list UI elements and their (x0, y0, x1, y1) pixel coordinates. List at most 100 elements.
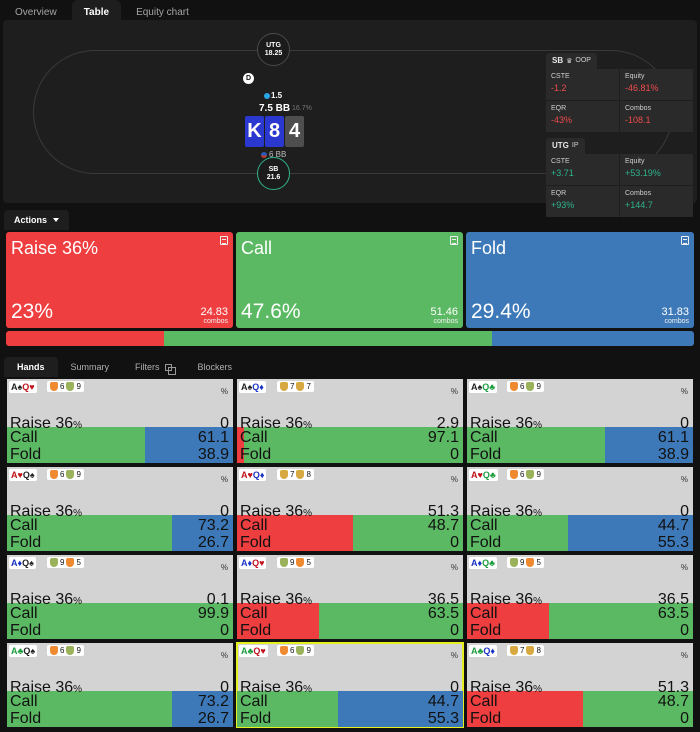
action-values: 48.7 0 (657, 693, 689, 727)
hand-cell[interactable]: A♣Q♥ 6 9% Raise 36% 0 Call Fold 44.7 55.3 (236, 642, 464, 728)
stat-equity: Equity -46.81% (620, 68, 693, 100)
board-card: K (245, 116, 264, 147)
shield-down-icon (66, 382, 75, 391)
tab-summary[interactable]: Summary (70, 362, 110, 372)
percent-label: % (680, 651, 688, 660)
raise-row: Raise 36% 36.5 (470, 591, 689, 608)
tab-overview[interactable]: Overview (15, 7, 57, 18)
stats-tab-sb[interactable]: SB ♛ OOP (546, 52, 597, 69)
shield-down-icon (526, 470, 535, 479)
strategy-bars (237, 603, 463, 639)
shield-up-icon (280, 558, 288, 567)
action-labels: Call Fold (470, 605, 502, 639)
raise-row: Raise 36% 0 (10, 679, 229, 696)
seat-utg[interactable]: UTG 18.25 (257, 33, 290, 66)
strategy-bars (7, 691, 233, 727)
table-panel: UTG 18.25 D 1.5 7.5 BB 16.7% K 8 4 6 BB … (3, 20, 697, 217)
percent-label: % (680, 475, 688, 484)
action-labels: Call Fold (470, 429, 502, 463)
notes-icon[interactable] (450, 236, 458, 245)
action-values: 73.2 26.7 (197, 693, 229, 727)
hand-cell[interactable]: A♠Q♦ 7 7% Raise 36% 2.9 Call Fold 97.1 0 (236, 378, 464, 464)
hand-cards: A♠Q♦ (239, 381, 266, 393)
hand-cell[interactable]: A♣Q♠ 6 9% Raise 36% 0 Call Fold 73.2 26.7 (6, 642, 234, 728)
raise-row: Raise 36% 51.3 (470, 679, 689, 696)
raise-row: Raise 36% 36.5 (240, 591, 459, 608)
stats-tab-utg[interactable]: UTG IP (546, 137, 585, 154)
action-values: 48.7 0 (427, 517, 459, 551)
shield-up-icon (50, 646, 58, 655)
shield-up-icon (50, 558, 58, 567)
hand-cell[interactable]: A♠Q♥ 6 9% Raise 36% 0 Call Fold 61.1 38.9 (6, 378, 234, 464)
action-values: 44.7 55.3 (657, 517, 689, 551)
action-values: 61.1 38.9 (197, 429, 229, 463)
seat-name: SB (268, 166, 279, 174)
action-labels: Call Fold (10, 693, 42, 727)
shield-up-icon (50, 470, 58, 479)
stat-eqr: EQR -43% (546, 100, 619, 132)
hand-cell[interactable]: A♦Q♠ 9 5% Raise 36% 0.1 Call Fold 99.9 0 (6, 554, 234, 640)
shield-down-icon (526, 558, 535, 567)
strategy-bars (467, 603, 693, 639)
chip-icon (264, 92, 270, 99)
stat-combos: Combos -108.1 (620, 100, 693, 132)
strategy-bars (237, 515, 463, 551)
pot-size: 7.5 BB (259, 103, 291, 114)
hand-cell[interactable]: A♣Q♦ 7 8% Raise 36% 51.3 Call Fold 48.7 0 (466, 642, 694, 728)
tab-blockers[interactable]: Blockers (197, 362, 233, 372)
percent-label: % (220, 563, 228, 572)
shield-up-icon (510, 646, 518, 655)
tab-equity-chart[interactable]: Equity chart (136, 7, 189, 18)
hand-cell[interactable]: A♥Q♠ 6 9% Raise 36% 0 Call Fold 73.2 26.7 (6, 466, 234, 552)
strategy-bars (467, 691, 693, 727)
hand-cards: A♠Q♣ (469, 381, 498, 393)
shield-down-icon (296, 470, 305, 479)
hand-cell[interactable]: A♦Q♥ 9 5% Raise 36% 36.5 Call Fold 63.5 0 (236, 554, 464, 640)
frequency-segment (164, 331, 492, 346)
percent-label: % (450, 387, 458, 396)
crown-icon: ♛ (566, 57, 573, 65)
hand-cards: A♥Q♦ (239, 469, 267, 481)
hand-cell[interactable]: A♠Q♣ 6 9% Raise 36% 0 Call Fold 61.1 38.9 (466, 378, 694, 464)
hand-cell[interactable]: A♥Q♣ 6 9% Raise 36% 0 Call Fold 44.7 55.3 (466, 466, 694, 552)
shield-up-icon (280, 382, 288, 391)
percent-label: % (450, 651, 458, 660)
hand-cards: A♥Q♣ (469, 469, 498, 481)
action-labels: Call Fold (10, 429, 42, 463)
frequency-bar (6, 331, 694, 346)
copy-icon (164, 363, 176, 375)
hand-cell[interactable]: A♥Q♦ 7 8% Raise 36% 51.3 Call Fold 48.7 0 (236, 466, 464, 552)
action-values: 73.2 26.7 (197, 517, 229, 551)
hand-cell[interactable]: A♦Q♣ 9 5% Raise 36% 36.5 Call Fold 63.5 0 (466, 554, 694, 640)
shield-up-icon (510, 382, 518, 391)
percent-label: % (680, 563, 688, 572)
action-labels: Call Fold (10, 517, 42, 551)
action-raise[interactable]: Raise 36% 23% 24.83 combos (6, 232, 233, 328)
action-fold[interactable]: Fold 29.4% 31.83 combos (466, 232, 694, 328)
percent-label: % (680, 387, 688, 396)
board-card: 4 (285, 116, 304, 147)
stat-combos: Combos +144.7 (620, 185, 693, 217)
raise-row: Raise 36% 0 (10, 503, 229, 520)
action-values: 61.1 38.9 (657, 429, 689, 463)
seat-sb[interactable]: SB 21.6 (257, 157, 290, 190)
tab-table[interactable]: Table (71, 0, 122, 22)
strategy-bars (237, 691, 463, 727)
actions-dropdown[interactable]: Actions (4, 210, 70, 230)
tab-hands[interactable]: Hands (4, 357, 58, 377)
notes-icon[interactable] (220, 236, 228, 245)
percent-label: % (220, 651, 228, 660)
action-call[interactable]: Call 47.6% 51.46 combos (236, 232, 463, 328)
strategy-bars (467, 515, 693, 551)
action-labels: Call Fold (240, 605, 272, 639)
tab-filters[interactable]: Filters (122, 357, 185, 377)
hand-cards: A♥Q♠ (9, 469, 37, 481)
notes-icon[interactable] (681, 236, 689, 245)
hand-cards: A♣Q♥ (239, 645, 268, 657)
